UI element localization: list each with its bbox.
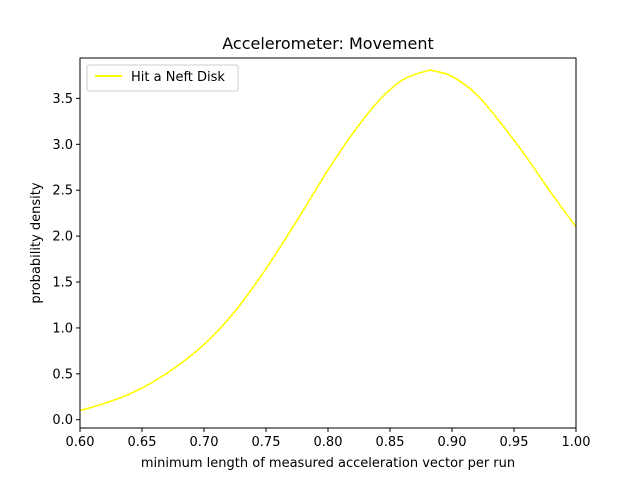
legend-frame <box>86 64 239 92</box>
x-axis-label: minimum length of measured acceleration … <box>141 456 515 471</box>
x-tick-label: 0.80 <box>314 435 343 450</box>
x-tick-label: 1.00 <box>562 435 591 450</box>
y-tick-label: 0.5 <box>52 367 73 382</box>
legend: Hit a Neft Disk <box>86 64 239 92</box>
x-tick-label: 0.70 <box>190 435 219 450</box>
x-axis-ticks: 0.60 0.65 0.70 0.75 0.80 0.85 0.90 0.95 1.00 <box>66 428 591 450</box>
x-tick-label: 0.90 <box>438 435 467 450</box>
x-tick-label: 0.65 <box>128 435 157 450</box>
y-tick-label: 3.0 <box>52 138 73 153</box>
chart-title: Accelerometer: Movement <box>222 34 433 53</box>
y-tick-label: 3.5 <box>52 92 73 107</box>
x-tick-label: 0.60 <box>66 435 95 450</box>
y-axis-ticks: 0.0 0.5 1.0 1.5 2.0 2.5 3.0 3.5 <box>52 92 80 428</box>
y-tick-label: 2.0 <box>52 230 73 245</box>
y-tick-label: 2.5 <box>52 184 73 199</box>
y-axis-label: probability density <box>29 182 44 303</box>
x-tick-label: 0.75 <box>252 435 281 450</box>
y-tick-label: 0.0 <box>52 413 73 428</box>
series-layer <box>79 69 577 412</box>
legend-label-hit-a-neft-disk: Hit a Neft Disk <box>131 70 225 85</box>
series-line-hit-a-neft-disk <box>79 69 577 412</box>
y-tick-label: 1.5 <box>52 276 73 291</box>
x-tick-label: 0.85 <box>376 435 405 450</box>
y-tick-label: 1.0 <box>52 321 73 336</box>
x-tick-label: 0.95 <box>500 435 529 450</box>
